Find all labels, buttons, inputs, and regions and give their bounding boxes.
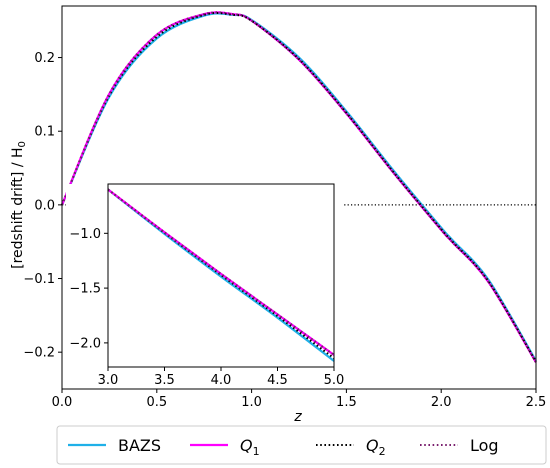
- legend-label: Q2: [366, 436, 386, 458]
- inset-series-log: [107, 188, 335, 356]
- legend-frame: [56, 425, 547, 465]
- legend-label: Log: [470, 436, 499, 455]
- main-y-tick-label: 0.1: [34, 125, 55, 140]
- main-x-tick-label: 2.0: [431, 395, 452, 410]
- inset-x-tick-label: 3.5: [154, 373, 175, 388]
- main-series-bazs: [60, 12, 537, 362]
- y-axis-label: [redshift drift] / H0: [10, 141, 28, 269]
- main-plot-frame: [61, 5, 537, 390]
- main-series-q2: [61, 11, 537, 363]
- x-axis-label: z: [293, 409, 302, 425]
- legend-items: BAZS Q1 Q2 Log: [68, 436, 499, 458]
- inset-x-tick-label: 4.5: [267, 373, 288, 388]
- main-x-axis: 0.0 0.5 1.0 1.5 2.0 2.5: [52, 389, 547, 410]
- inset-y-tick-label: −1.5: [69, 282, 101, 297]
- legend-label: Q1: [240, 436, 260, 458]
- inset-x-tick-label: 4.0: [211, 373, 232, 388]
- main-x-tick-label: 1.0: [241, 395, 262, 410]
- main-x-tick-label: 1.5: [336, 395, 357, 410]
- inset-y-axis: −1.0 −1.5 −2.0: [69, 227, 108, 351]
- y-axis-label-text: [redshift drift] / H: [10, 147, 26, 268]
- inset-x-tick-label: 5.0: [324, 373, 345, 388]
- main-x-tick-label: 0.5: [146, 395, 167, 410]
- inset-plot: 3.0 3.5 4.0 4.5 5.0 −1.0 −1.5 −2.0: [66, 183, 345, 388]
- main-y-tick-label: 0.0: [34, 198, 55, 213]
- main-y-axis: −0.2 −0.1 0.0 0.1 0.2: [23, 51, 62, 361]
- main-x-tick-label: 0.0: [52, 395, 73, 410]
- legend-label: BAZS: [118, 436, 161, 455]
- inset-x-tick-label: 3.0: [98, 373, 119, 388]
- main-y-tick-label: 0.2: [34, 51, 55, 66]
- main-y-tick-label: −0.2: [23, 346, 55, 361]
- inset-background: [66, 184, 342, 387]
- inset-y-tick-label: −1.0: [69, 227, 101, 242]
- main-y-tick-label: −0.1: [23, 272, 55, 287]
- inset-series-group: [107, 188, 335, 362]
- y-axis-label-subscript: 0: [17, 141, 28, 147]
- main-series-group: [60, 11, 537, 364]
- main-x-tick-label: 2.5: [526, 395, 547, 410]
- main-plot: 0.0 0.5 1.0 1.5 2.0 2.5 −0.2 −0.1 0.0 0.1 0.2: [23, 5, 547, 410]
- inset-y-tick-label: −2.0: [69, 336, 101, 351]
- inset-x-axis: 3.0 3.5 4.0 4.5 5.0: [98, 367, 345, 388]
- legend: BAZS Q1 Q2 Log: [56, 425, 547, 465]
